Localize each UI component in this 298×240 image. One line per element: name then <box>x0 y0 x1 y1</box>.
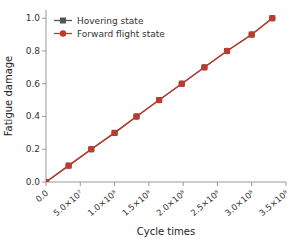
y-tick-label: 0.2 <box>26 144 40 154</box>
data-point <box>224 48 230 54</box>
data-point <box>156 97 162 103</box>
data-point <box>201 64 207 70</box>
y-tick <box>42 116 46 117</box>
chart: 0.00.20.40.60.81.00.05.0×10⁷1.0×10⁸1.5×1… <box>0 0 298 240</box>
data-point <box>224 48 230 54</box>
x-tick <box>251 182 252 186</box>
x-axis-label: Cycle times <box>137 226 195 237</box>
data-point <box>88 146 94 152</box>
x-tick <box>148 182 149 186</box>
series <box>46 15 275 182</box>
y-tick <box>42 83 46 84</box>
y-tick <box>42 149 46 150</box>
legend-label: Hovering state <box>77 16 144 26</box>
data-point <box>179 81 185 87</box>
x-tick <box>183 182 184 186</box>
x-tick-label: 0.0 <box>33 188 50 204</box>
y-tick-label: 0.4 <box>26 111 41 121</box>
y-tick <box>42 50 46 51</box>
x-tick <box>80 182 81 186</box>
x-tick-label: 1.0×10⁸ <box>86 187 120 217</box>
x-tick <box>114 182 115 186</box>
y-tick-label: 0.0 <box>26 177 41 187</box>
data-point <box>88 146 94 152</box>
x-tick <box>217 182 218 186</box>
x-tick-label: 3.5×10⁸ <box>257 187 291 217</box>
legend-swatch-marker <box>60 30 66 36</box>
data-point <box>111 130 117 136</box>
series-line <box>46 18 272 182</box>
x-tick <box>286 182 287 186</box>
data-point <box>134 113 140 119</box>
y-tick-label: 0.8 <box>26 46 41 56</box>
legend-swatch-marker <box>60 18 66 24</box>
y-tick-label: 0.6 <box>26 79 41 89</box>
data-point <box>201 64 207 70</box>
x-tick-label: 2.0×10⁸ <box>154 187 188 217</box>
data-point <box>66 163 72 169</box>
legend-label: Forward flight state <box>77 29 165 39</box>
x-axis-line <box>46 182 286 183</box>
y-axis-line <box>46 10 47 182</box>
plot-area <box>46 15 275 182</box>
y-axis-label: Fatigue damage <box>3 56 14 137</box>
data-point <box>179 81 185 87</box>
y-tick <box>42 182 46 183</box>
data-point <box>269 15 275 21</box>
data-point <box>249 31 255 37</box>
data-point <box>249 32 255 38</box>
x-tick-label: 1.5×10⁸ <box>120 187 154 217</box>
legend: Hovering state Forward flight state <box>54 16 165 39</box>
data-point <box>65 162 71 168</box>
y-tick-label: 1.0 <box>26 13 41 23</box>
y-tick <box>42 18 46 19</box>
data-point <box>269 15 275 21</box>
x-tick-label: 2.5×10⁸ <box>189 187 223 217</box>
series-line <box>46 18 272 182</box>
x-tick <box>46 182 47 186</box>
data-point <box>156 97 162 103</box>
x-tick-label: 5.0×10⁷ <box>51 187 85 217</box>
data-point <box>112 130 118 136</box>
data-point <box>133 113 139 119</box>
series <box>46 15 275 182</box>
x-tick-label: 3.0×10⁸ <box>223 187 257 217</box>
data-point <box>46 179 49 182</box>
